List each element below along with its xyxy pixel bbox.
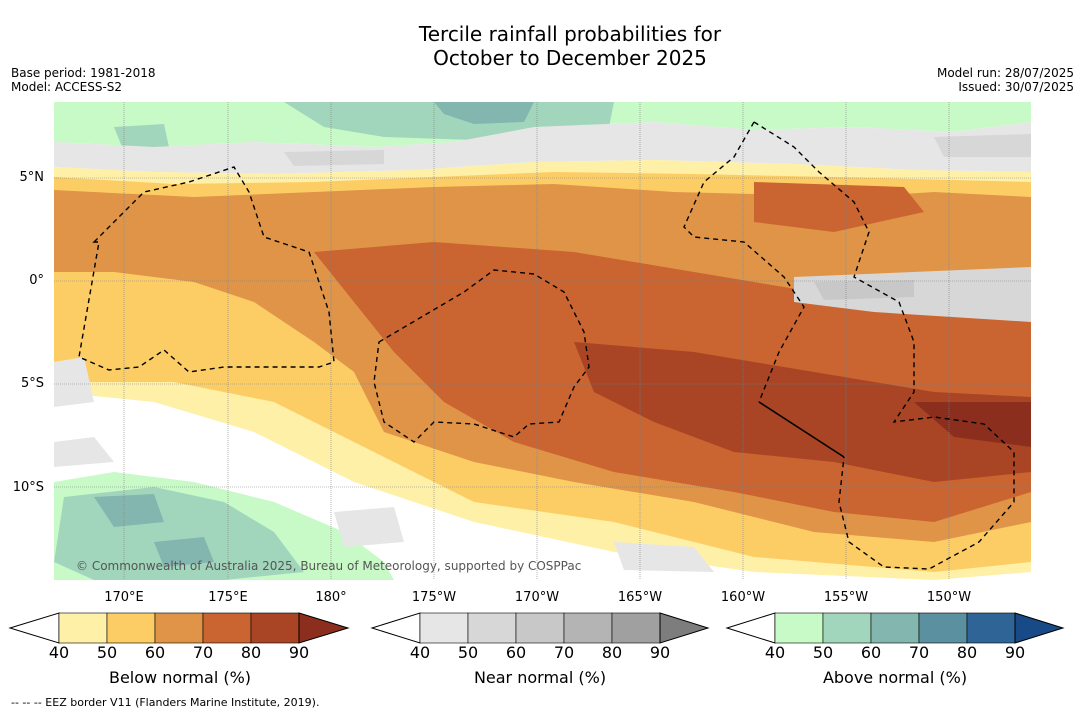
cbar-below-swatch xyxy=(154,612,204,644)
issued-date: Issued: 30/07/2025 xyxy=(958,80,1074,94)
lon-label-155w: 155°W xyxy=(823,590,869,605)
lon-label-180: 180° xyxy=(315,590,347,605)
cbar-tick: 90 xyxy=(1004,643,1026,662)
cbar-tick: 80 xyxy=(956,643,978,662)
cbar-tick: 70 xyxy=(553,643,575,662)
cbar-tick: 50 xyxy=(812,643,834,662)
cbar-above-swatch xyxy=(918,612,968,644)
cbar-tick: 80 xyxy=(601,643,623,662)
lat-label-5s: 5°S xyxy=(20,376,44,391)
cbar-above-swatch xyxy=(822,612,872,644)
graticule xyxy=(54,102,1031,580)
colorbar-above-svg xyxy=(725,612,1065,644)
cbar-tick: 90 xyxy=(288,643,310,662)
rainfall-map: © Commonwealth of Australia 2025, Bureau… xyxy=(54,102,1031,580)
colorbar-near-svg xyxy=(370,612,710,644)
cbar-above-swatch xyxy=(870,612,920,644)
cbar-near-swatch xyxy=(563,612,613,644)
cbar-tick: 70 xyxy=(192,643,214,662)
map-title: Tercile rainfall probabilities for Octob… xyxy=(0,22,1085,70)
eez-footnote: -- -- -- EEZ border V11 (Flanders Marine… xyxy=(11,696,320,709)
cbar-above-swatch xyxy=(774,612,824,644)
colorbar-below-label: Below normal (%) xyxy=(108,668,252,687)
cbar-tick: 60 xyxy=(144,643,166,662)
cbar-tick: 40 xyxy=(409,643,431,662)
cbar-tick: 80 xyxy=(240,643,262,662)
lon-label-170e: 170°E xyxy=(104,590,144,605)
cbar-tick: 50 xyxy=(96,643,118,662)
cbar-tick: 60 xyxy=(505,643,527,662)
eez-solid-border xyxy=(758,401,845,458)
title-line-1: Tercile rainfall probabilities for xyxy=(418,22,722,46)
lon-label-165w: 165°W xyxy=(617,590,663,605)
lon-label-170w: 170°W xyxy=(514,590,560,605)
meta-right: Model run: 28/07/2025 Issued: 30/07/2025 xyxy=(937,66,1074,94)
cbar-below-swatch xyxy=(106,612,156,644)
cbar-tick: 40 xyxy=(764,643,786,662)
copyright: © Commonwealth of Australia 2025, Bureau… xyxy=(76,559,581,573)
cbar-near-swatch xyxy=(611,612,661,644)
colorbar-below-normal: 40 50 60 70 80 90 Below normal (%) xyxy=(0,610,360,690)
cbar-tick: 60 xyxy=(860,643,882,662)
cbar-near-swatch xyxy=(515,612,565,644)
model-name: Model: ACCESS-S2 xyxy=(11,80,123,94)
cbar-below-swatch xyxy=(202,612,252,644)
cbar-near-swatch xyxy=(467,612,517,644)
base-period: Base period: 1981-2018 xyxy=(11,66,156,80)
cbar-above-swatch xyxy=(1014,612,1065,644)
cbar-below-swatch xyxy=(58,612,108,644)
colorbar-below-svg xyxy=(8,612,350,644)
cbar-tick: 90 xyxy=(649,643,671,662)
map-svg: © Commonwealth of Australia 2025, Bureau… xyxy=(54,102,1031,580)
colorbar-near-label: Near normal (%) xyxy=(473,668,607,687)
colorbar-near-normal: 40 50 60 70 80 90 Near normal (%) xyxy=(362,610,722,690)
cbar-tick: 50 xyxy=(457,643,479,662)
cbar-below-swatch xyxy=(250,612,300,644)
lat-label-10s: 10°S xyxy=(12,480,44,495)
title-line-2: October to December 2025 xyxy=(433,46,707,70)
cbar-tick: 70 xyxy=(908,643,930,662)
cbar-near-swatch xyxy=(659,612,710,644)
colorbar-above-normal: 40 50 60 70 80 90 Above normal (%) xyxy=(717,610,1077,690)
meta-left: Base period: 1981-2018 Model: ACCESS-S2 xyxy=(11,66,156,94)
lat-label-5n: 5°N xyxy=(19,170,45,185)
lon-label-160w: 160°W xyxy=(720,590,766,605)
eez-borders xyxy=(78,121,1015,570)
lon-label-175w: 175°W xyxy=(411,590,457,605)
cbar-tick: 40 xyxy=(48,643,70,662)
lon-label-150w: 150°W xyxy=(926,590,972,605)
lon-label-175e: 175°E xyxy=(208,590,248,605)
model-run: Model run: 28/07/2025 xyxy=(936,66,1074,80)
cbar-near-swatch xyxy=(419,612,469,644)
cbar-below-swatch xyxy=(298,612,350,644)
cbar-above-swatch xyxy=(966,612,1016,644)
lat-label-0: 0° xyxy=(29,273,44,288)
colorbar-above-label: Above normal (%) xyxy=(822,668,968,687)
